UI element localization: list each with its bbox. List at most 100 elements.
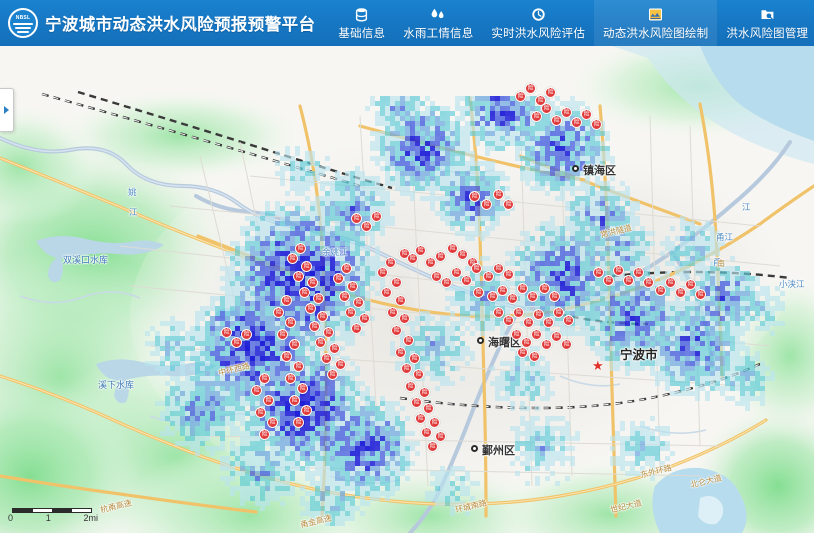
flood-risk-point-marker[interactable]: 险 <box>293 271 304 282</box>
flood-risk-point-marker[interactable]: 险 <box>503 315 514 326</box>
flood-risk-point-marker[interactable]: 险 <box>351 213 362 224</box>
flood-risk-point-marker[interactable]: 险 <box>427 441 438 452</box>
flood-risk-point-marker[interactable]: 险 <box>293 361 304 372</box>
flood-risk-point-marker[interactable]: 险 <box>473 287 484 298</box>
flood-risk-point-marker[interactable]: 险 <box>695 289 706 300</box>
flood-risk-point-marker[interactable]: 险 <box>551 331 562 342</box>
flood-risk-point-marker[interactable]: 险 <box>299 287 310 298</box>
nav-item-basic-info[interactable]: 基础信息 <box>329 0 394 46</box>
flood-risk-point-marker[interactable]: 险 <box>493 189 504 200</box>
nav-item-dynamic-mapping[interactable]: 动态洪水风险图绘制 <box>594 0 718 46</box>
flood-risk-point-marker[interactable]: 险 <box>563 315 574 326</box>
flood-risk-point-marker[interactable]: 险 <box>295 243 306 254</box>
flood-risk-point-marker[interactable]: 险 <box>287 253 298 264</box>
flood-risk-point-marker[interactable]: 险 <box>435 431 446 442</box>
flood-risk-point-marker[interactable]: 险 <box>277 329 288 340</box>
flood-risk-point-marker[interactable]: 险 <box>643 277 654 288</box>
flood-risk-point-marker[interactable]: 险 <box>531 329 542 340</box>
flood-risk-point-marker[interactable]: 险 <box>633 267 644 278</box>
flood-risk-point-marker[interactable]: 险 <box>405 381 416 392</box>
flood-risk-point-marker[interactable]: 险 <box>535 95 546 106</box>
flood-risk-point-marker[interactable]: 险 <box>451 267 462 278</box>
flood-risk-point-marker[interactable]: 险 <box>533 309 544 320</box>
flood-risk-point-marker[interactable]: 险 <box>665 277 676 288</box>
flood-risk-point-marker[interactable]: 险 <box>391 277 402 288</box>
flood-risk-point-marker[interactable]: 险 <box>267 417 278 428</box>
flood-risk-point-marker[interactable]: 险 <box>353 297 364 308</box>
flood-risk-point-marker[interactable]: 险 <box>387 307 398 318</box>
flood-risk-point-marker[interactable]: 险 <box>503 269 514 280</box>
flood-risk-point-marker[interactable]: 险 <box>517 283 528 294</box>
flood-risk-point-marker[interactable]: 险 <box>541 103 552 114</box>
flood-risk-point-marker[interactable]: 险 <box>293 417 304 428</box>
flood-risk-point-marker[interactable]: 险 <box>543 317 554 328</box>
map-viewport[interactable]: 0 1 2mi 宁波市★海曙区鄞州区镇海区双溪口水库溪下水库东钱湖水库姚江余姚江… <box>0 46 814 533</box>
flood-risk-point-marker[interactable]: 险 <box>497 285 508 296</box>
flood-risk-point-marker[interactable]: 险 <box>255 407 266 418</box>
flood-risk-point-marker[interactable]: 险 <box>251 385 262 396</box>
flood-risk-point-marker[interactable]: 险 <box>493 307 504 318</box>
flood-risk-point-marker[interactable]: 险 <box>553 307 564 318</box>
flood-risk-point-marker[interactable]: 险 <box>655 285 666 296</box>
nav-item-realtime-assess[interactable]: 实时洪水风险评估 <box>482 0 594 46</box>
flood-risk-point-marker[interactable]: 险 <box>377 267 388 278</box>
flood-risk-point-marker[interactable]: 险 <box>549 291 560 302</box>
flood-risk-point-marker[interactable]: 险 <box>289 395 300 406</box>
flood-risk-point-marker[interactable]: 险 <box>321 353 332 364</box>
flood-risk-point-marker[interactable]: 险 <box>503 199 514 210</box>
flood-risk-point-marker[interactable]: 险 <box>335 359 346 370</box>
flood-risk-point-marker[interactable]: 险 <box>241 329 252 340</box>
flood-risk-point-marker[interactable]: 险 <box>371 211 382 222</box>
flood-risk-point-marker[interactable]: 险 <box>395 347 406 358</box>
flood-risk-point-marker[interactable]: 险 <box>457 249 468 260</box>
flood-risk-point-marker[interactable]: 险 <box>327 369 338 380</box>
flood-risk-point-marker[interactable]: 险 <box>317 311 328 322</box>
flood-risk-point-marker[interactable]: 险 <box>401 363 412 374</box>
flood-risk-point-marker[interactable]: 险 <box>381 287 392 298</box>
flood-risk-point-marker[interactable]: 险 <box>447 243 458 254</box>
flood-risk-point-marker[interactable]: 险 <box>351 323 362 334</box>
flood-risk-point-marker[interactable]: 险 <box>285 373 296 384</box>
flood-risk-point-marker[interactable]: 险 <box>461 275 472 286</box>
flood-risk-point-marker[interactable]: 险 <box>341 263 352 274</box>
flood-risk-point-marker[interactable]: 险 <box>329 343 340 354</box>
flood-risk-point-marker[interactable]: 险 <box>415 245 426 256</box>
flood-risk-point-marker[interactable]: 险 <box>359 313 370 324</box>
flood-risk-point-marker[interactable]: 险 <box>297 383 308 394</box>
flood-risk-point-marker[interactable]: 险 <box>487 291 498 302</box>
flood-risk-point-marker[interactable]: 险 <box>527 291 538 302</box>
flood-risk-point-marker[interactable]: 险 <box>441 277 452 288</box>
flood-risk-point-marker[interactable]: 险 <box>531 111 542 122</box>
flood-risk-point-marker[interactable]: 险 <box>395 295 406 306</box>
flood-risk-point-marker[interactable]: 险 <box>539 283 550 294</box>
flood-risk-point-marker[interactable]: 险 <box>263 395 274 406</box>
flood-risk-point-marker[interactable]: 险 <box>431 271 442 282</box>
flood-risk-point-marker[interactable]: 险 <box>481 199 492 210</box>
flood-risk-point-marker[interactable]: 险 <box>221 327 232 338</box>
flood-risk-point-marker[interactable]: 险 <box>407 253 418 264</box>
flood-risk-point-marker[interactable]: 险 <box>285 317 296 328</box>
flood-risk-point-marker[interactable]: 险 <box>541 339 552 350</box>
flood-risk-point-marker[interactable]: 险 <box>421 427 432 438</box>
flood-risk-point-marker[interactable]: 险 <box>581 109 592 120</box>
flood-risk-point-marker[interactable]: 险 <box>361 221 372 232</box>
flood-risk-point-marker[interactable]: 险 <box>309 321 320 332</box>
nav-item-map-management[interactable]: 洪水风险图管理 <box>717 0 814 46</box>
flood-risk-point-marker[interactable]: 险 <box>305 303 316 314</box>
flood-risk-point-marker[interactable]: 险 <box>409 353 420 364</box>
flood-risk-point-marker[interactable]: 险 <box>511 329 522 340</box>
flood-risk-point-marker[interactable]: 险 <box>391 325 402 336</box>
flood-risk-point-marker[interactable]: 险 <box>301 261 312 272</box>
flood-risk-point-marker[interactable]: 险 <box>483 271 494 282</box>
flood-risk-point-marker[interactable]: 险 <box>273 307 284 318</box>
flood-risk-point-marker[interactable]: 险 <box>561 107 572 118</box>
flood-risk-point-marker[interactable]: 险 <box>259 429 270 440</box>
flood-risk-point-marker[interactable]: 险 <box>419 387 430 398</box>
flood-risk-point-marker[interactable]: 险 <box>517 347 528 358</box>
flood-risk-point-marker[interactable]: 险 <box>593 267 604 278</box>
flood-risk-point-marker[interactable]: 险 <box>507 293 518 304</box>
flood-risk-point-marker[interactable]: 险 <box>525 83 536 94</box>
flood-risk-point-marker[interactable]: 险 <box>423 403 434 414</box>
flood-risk-point-marker[interactable]: 险 <box>315 337 326 348</box>
flood-risk-point-marker[interactable]: 险 <box>301 405 312 416</box>
